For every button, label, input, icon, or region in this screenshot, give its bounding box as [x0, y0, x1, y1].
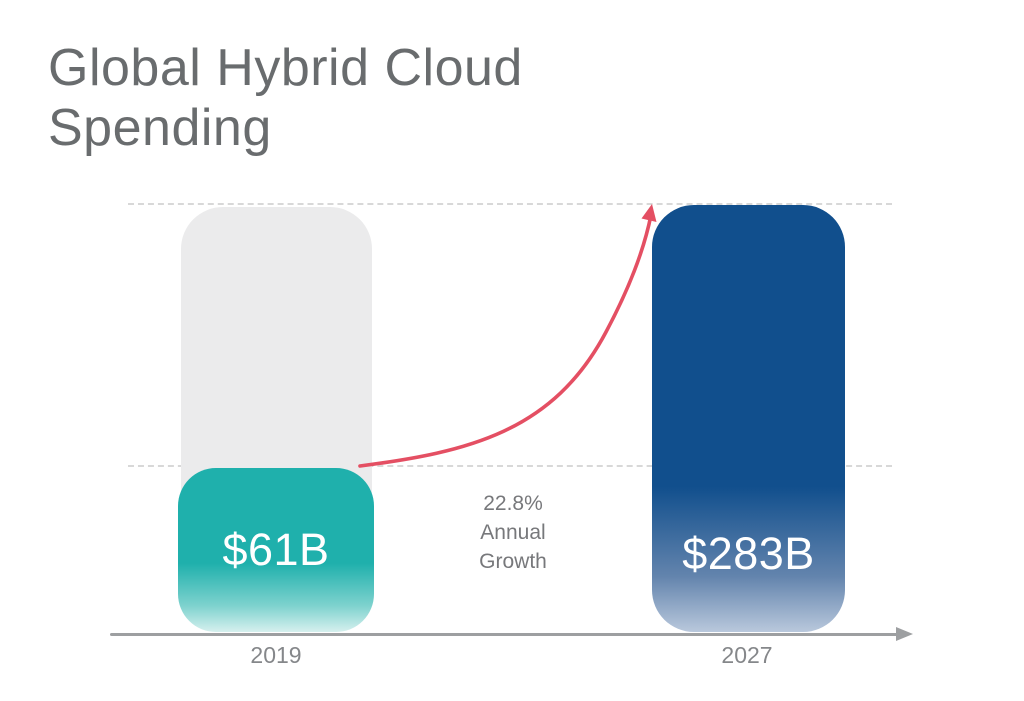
chart-title: Global Hybrid Cloud Spending — [48, 38, 523, 158]
chart-title-line1: Global Hybrid Cloud — [48, 39, 523, 97]
growth-annotation-line3: Growth — [479, 550, 547, 573]
bar-2019-value-label: $61B — [222, 524, 330, 575]
gridline-283b-level — [128, 203, 892, 205]
chart-title-line2: Spending — [48, 99, 272, 157]
x-axis-label-2019: 2019 — [250, 642, 302, 668]
x-axis-line — [110, 633, 898, 636]
bar-2019: $61B — [178, 468, 374, 632]
bar-2027: $283B — [652, 205, 845, 632]
growth-annotation-line1: 22.8% — [483, 492, 543, 515]
x-axis-label-2027: 2027 — [721, 642, 773, 668]
growth-annotation-line2: Annual — [480, 521, 546, 544]
x-axis-arrowhead-icon — [896, 627, 913, 641]
growth-annotation: 22.8% Annual Growth — [423, 489, 603, 576]
bar-2027-value-label: $283B — [682, 528, 815, 579]
